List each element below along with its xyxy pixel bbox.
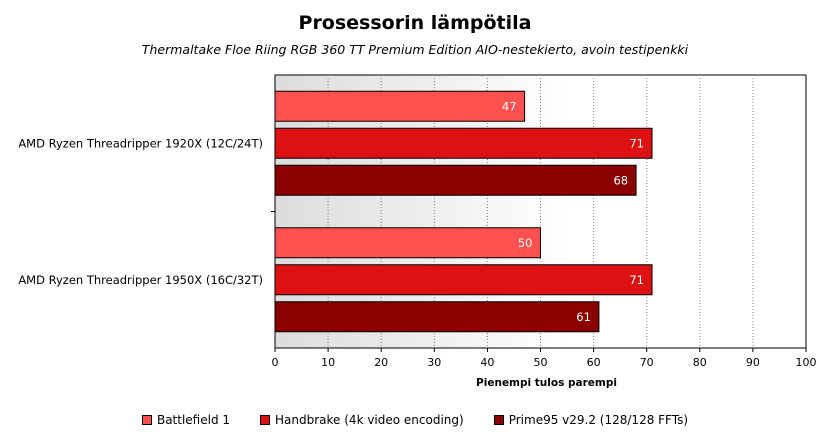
legend-item: Handbrake (4k video encoding) [260,413,464,427]
x-tick-label: 50 [534,356,548,369]
chart-subtitle: Thermaltake Floe Riing RGB 360 TT Premiu… [141,42,689,57]
x-tick-label: 40 [480,356,494,369]
x-tick-label: 90 [746,356,760,369]
bar-value-label: 47 [502,99,517,113]
chart-title: Prosessorin lämpötila [298,12,532,34]
bar [274,301,600,333]
bar-value-label: 71 [629,136,644,150]
legend-item: Battlefield 1 [141,413,231,427]
x-tick-label: 10 [321,356,335,369]
x-tick-label: 60 [587,356,601,369]
chart-legend: Battlefield 1 Handbrake (4k video encodin… [0,413,830,427]
bar-value-label: 50 [518,236,533,250]
category-label: AMD Ryzen Threadripper 1920X (12C/24T) [18,136,263,150]
category-label: AMD Ryzen Threadripper 1950X (16C/32T) [18,273,263,287]
bar [274,90,526,122]
x-tick-label: 80 [693,356,707,369]
x-tick-label: 0 [272,356,279,369]
bar [274,264,653,296]
legend-swatch [260,415,271,425]
x-tick-label: 70 [640,356,654,369]
bar [274,127,653,159]
legend-item: Prime95 v29.2 (128/128 FFTs) [493,413,689,427]
bar [274,164,637,196]
legend-label: Battlefield 1 [156,413,231,427]
bar-value-label: 68 [613,173,628,187]
x-axis-label: Pienempi tulos parempi [476,377,617,389]
legend-label: Prime95 v29.2 (128/128 FFTs) [508,413,689,427]
bar-value-label: 71 [629,273,644,287]
bar [274,227,541,259]
x-tick-label: 30 [427,356,441,369]
legend-label: Handbrake (4k video encoding) [275,413,464,427]
bar-value-label: 61 [576,310,591,324]
x-tick-label: 100 [796,356,817,369]
legend-swatch [493,415,504,425]
bar-chart: 0 10 20 30 40 50 60 70 80 90 100 47 71 68 AMD Ryzen Th… [18,74,817,389]
legend-swatch [141,415,152,425]
x-tick-label: 20 [374,356,388,369]
